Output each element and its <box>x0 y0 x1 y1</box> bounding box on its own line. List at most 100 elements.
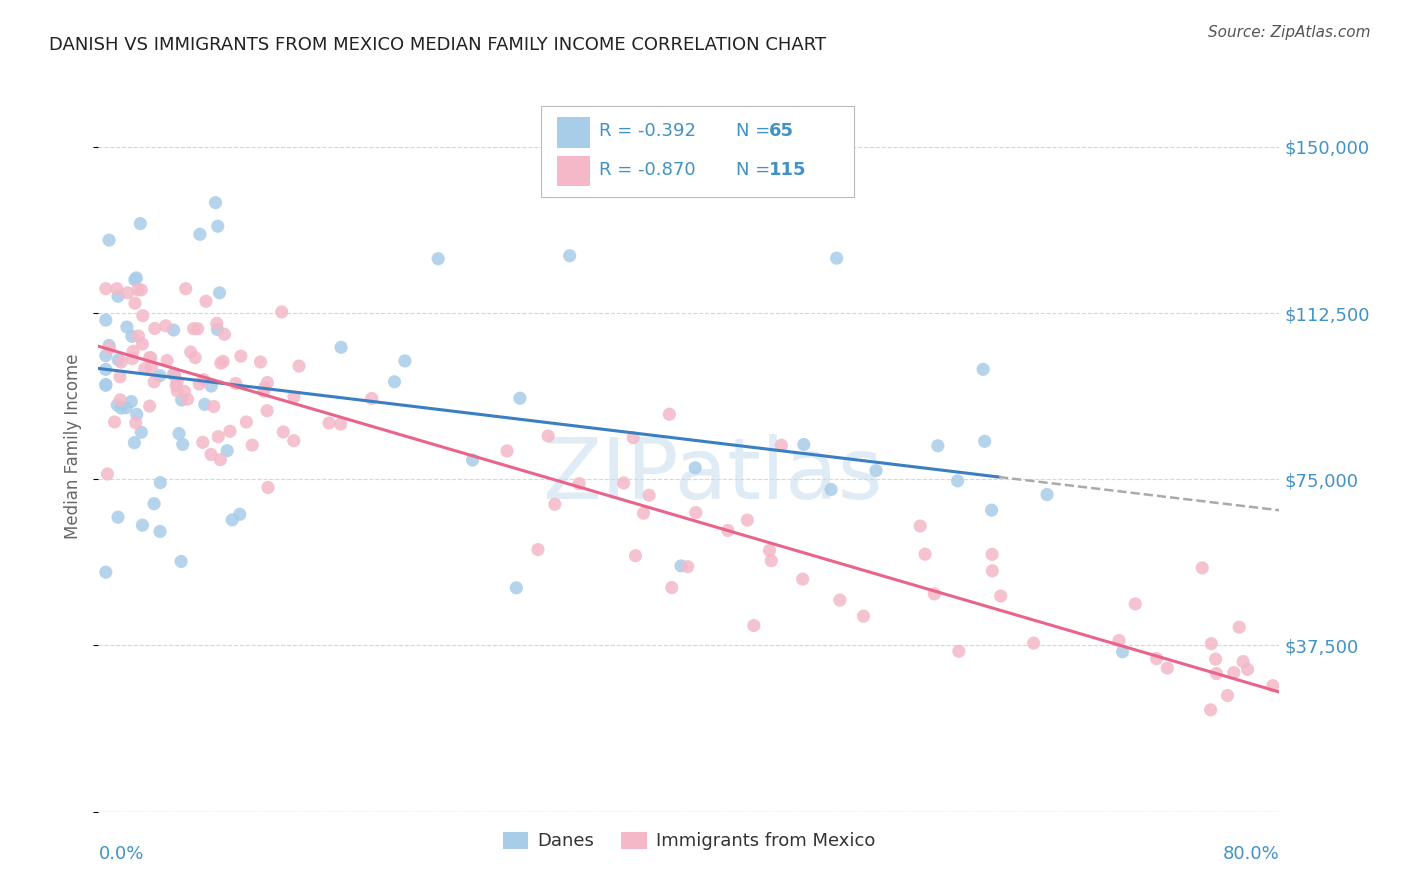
Point <box>669 558 692 573</box>
Point <box>98 341 121 355</box>
Point <box>828 593 851 607</box>
Point <box>165 378 187 392</box>
Point <box>105 398 128 412</box>
Point <box>1036 487 1059 501</box>
Point <box>633 506 655 520</box>
Point <box>204 195 226 210</box>
Point <box>427 252 450 266</box>
Point <box>94 349 117 363</box>
Point <box>661 581 683 595</box>
Point <box>187 322 209 336</box>
Point <box>270 305 292 319</box>
Point <box>865 464 887 478</box>
Text: N =: N = <box>737 161 776 179</box>
Point <box>1223 665 1246 680</box>
Point <box>96 467 118 481</box>
Point <box>166 375 188 389</box>
Point <box>124 435 146 450</box>
Point <box>94 362 117 376</box>
Point <box>127 329 149 343</box>
Point <box>1205 666 1227 681</box>
Text: 115: 115 <box>769 161 807 179</box>
Point <box>394 354 416 368</box>
Point <box>685 506 707 520</box>
Point <box>384 375 406 389</box>
Point <box>908 519 931 533</box>
Point <box>1227 620 1250 634</box>
Point <box>240 438 263 452</box>
Point <box>219 424 242 438</box>
Point <box>202 400 225 414</box>
Point <box>283 390 305 404</box>
Point <box>131 337 153 351</box>
Point <box>163 323 186 337</box>
Point <box>742 618 765 632</box>
Point <box>1201 637 1223 651</box>
Point <box>149 524 172 539</box>
Point <box>103 415 125 429</box>
Point <box>1216 689 1239 703</box>
Point <box>125 408 148 422</box>
Point <box>141 360 163 375</box>
Point <box>107 510 129 524</box>
Point <box>1111 645 1133 659</box>
Point <box>107 289 129 303</box>
Point <box>235 415 257 429</box>
Point <box>820 483 842 497</box>
Point <box>107 352 129 367</box>
Point <box>200 447 222 461</box>
Point <box>121 329 143 343</box>
Point <box>509 391 531 405</box>
Point <box>544 497 567 511</box>
Point <box>173 384 195 399</box>
Point <box>138 399 160 413</box>
Point <box>98 338 121 352</box>
Bar <box>557 117 589 147</box>
Point <box>283 434 305 448</box>
Point <box>143 321 166 335</box>
Point <box>183 321 205 335</box>
Point <box>1156 661 1178 675</box>
Bar <box>557 155 589 186</box>
Point <box>253 381 276 395</box>
Point <box>229 508 252 522</box>
Point <box>209 356 232 370</box>
Point <box>1191 561 1213 575</box>
Point <box>184 351 207 365</box>
Point <box>149 368 172 383</box>
Point <box>1261 679 1284 693</box>
Point <box>194 397 217 411</box>
Point <box>793 437 815 451</box>
Text: R = -0.870: R = -0.870 <box>599 161 696 179</box>
Point <box>170 554 193 568</box>
Point <box>132 309 155 323</box>
Point <box>249 355 271 369</box>
Point <box>124 273 146 287</box>
Point <box>360 392 382 406</box>
Point <box>214 327 236 342</box>
Point <box>527 542 550 557</box>
Point <box>946 474 969 488</box>
Point <box>115 320 138 334</box>
Point <box>330 340 353 354</box>
Point <box>981 548 1004 562</box>
Point <box>209 452 232 467</box>
Point <box>207 219 229 234</box>
Point <box>110 392 132 407</box>
Point <box>1123 597 1146 611</box>
Point <box>229 349 252 363</box>
Point <box>256 376 278 390</box>
Text: ZIPatlas: ZIPatlas <box>543 434 883 516</box>
Text: 65: 65 <box>769 122 794 140</box>
Point <box>676 559 699 574</box>
Point <box>225 376 247 391</box>
Point <box>758 543 780 558</box>
Point <box>134 361 156 376</box>
Point <box>1236 662 1258 676</box>
Point <box>166 384 188 398</box>
Point <box>94 378 117 392</box>
Point <box>194 294 217 309</box>
Point <box>188 377 211 392</box>
Legend: Danes, Immigrants from Mexico: Danes, Immigrants from Mexico <box>496 824 882 857</box>
Point <box>174 282 197 296</box>
